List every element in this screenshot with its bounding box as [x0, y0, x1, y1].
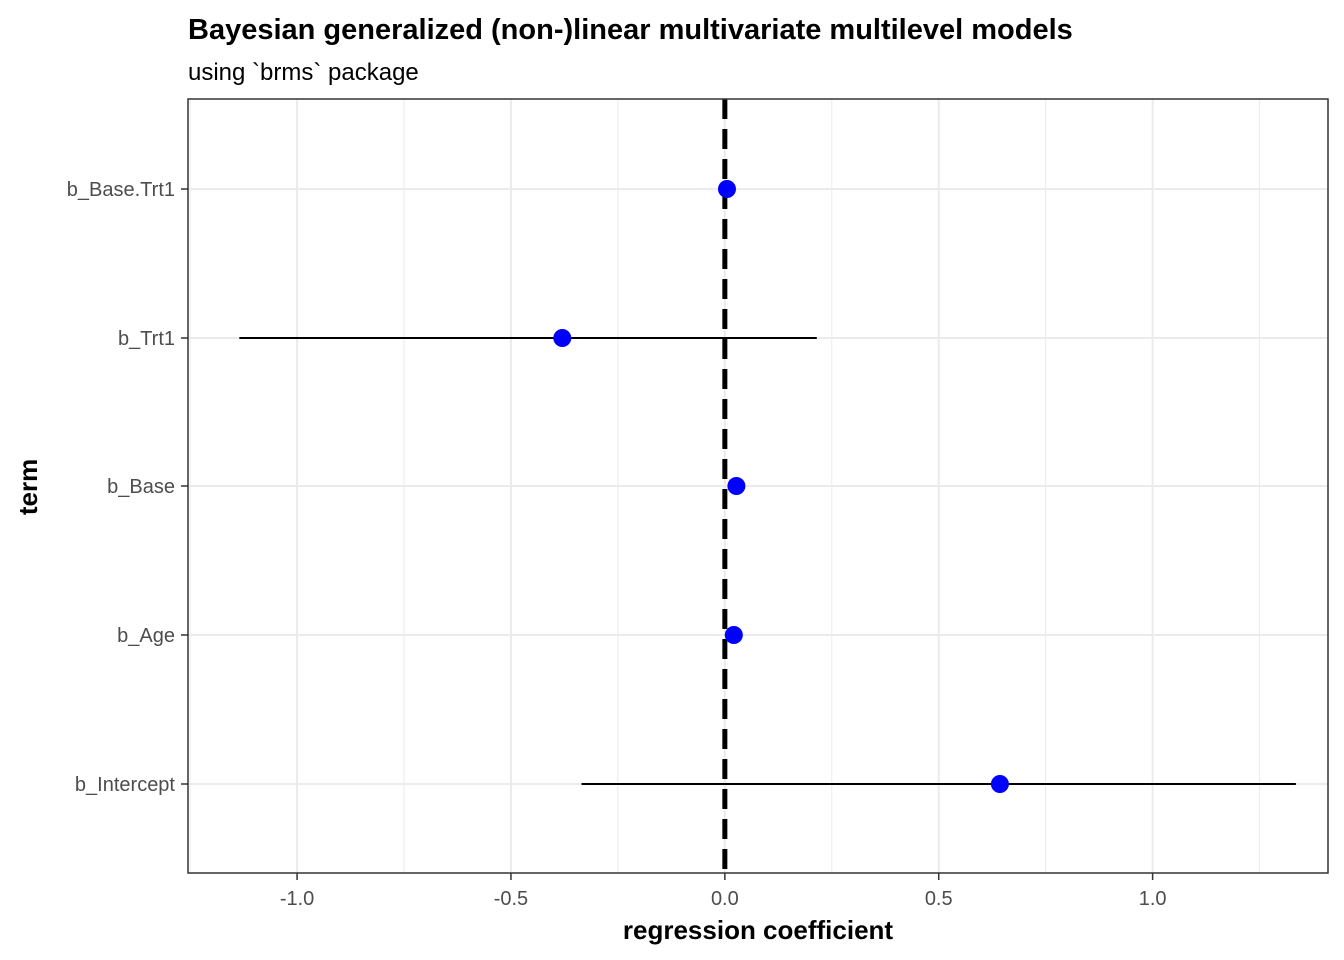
estimate-point: [727, 477, 746, 495]
plot-panel: [187, 98, 1329, 874]
estimate-point: [724, 626, 743, 644]
chart-title: Bayesian generalized (non-)linear multiv…: [188, 14, 1073, 46]
y-tick-label: b_Trt1: [118, 328, 175, 350]
x-tick-label: 0.5: [925, 888, 953, 910]
y-tick-label: b_Base.Trt1: [67, 179, 175, 201]
y-tick-label: b_Age: [117, 625, 175, 647]
y-tick-label: b_Intercept: [75, 774, 176, 796]
x-tick-label: 0.0: [711, 888, 739, 910]
estimate-point: [553, 329, 572, 347]
y-axis-title: term: [13, 459, 43, 515]
estimate-point: [717, 180, 736, 198]
chart-subtitle: using `brms` package: [188, 59, 419, 86]
x-axis: -1.0 -0.5 0.0 0.5 1.0: [280, 873, 1167, 910]
x-axis-title: regression coefficient: [623, 915, 894, 945]
estimate-points: [553, 180, 1009, 793]
estimate-point: [990, 775, 1009, 793]
x-tick-label: -1.0: [280, 888, 314, 910]
x-tick-label: 1.0: [1139, 888, 1167, 910]
y-axis: b_Base.Trt1 b_Trt1 b_Base b_Age b_Intercept: [67, 179, 188, 796]
y-tick-label: b_Base: [107, 476, 175, 498]
x-tick-label: -0.5: [494, 888, 528, 910]
